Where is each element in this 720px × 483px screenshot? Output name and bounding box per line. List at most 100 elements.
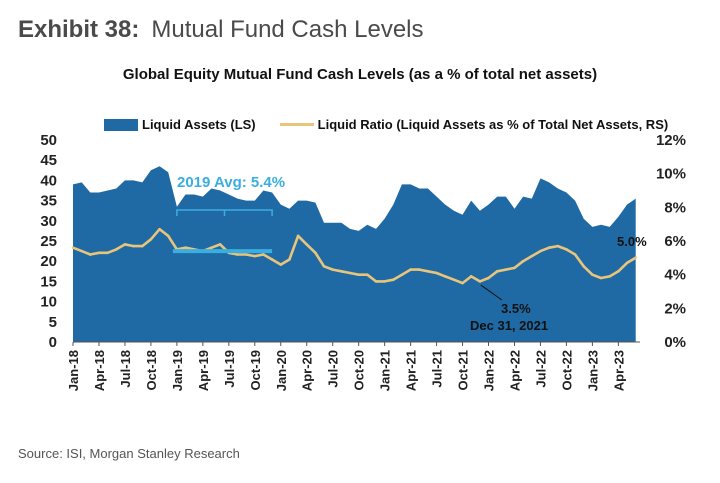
last-value-label: 5.0% (617, 234, 647, 249)
y-right-tick-label: 4% (664, 267, 686, 284)
liquid-ratio-segment (443, 275, 456, 282)
chart-title: Global Equity Mutual Fund Cash Levels (a… (122, 66, 598, 83)
liquid-ratio-segment (591, 273, 603, 280)
liquid-ratio-segment (296, 234, 309, 246)
y-left-tick-label: 5 (49, 314, 57, 331)
y-right-tick-label: 6% (664, 233, 686, 250)
legend-area-swatch (104, 118, 138, 131)
liquid-ratio-segment (115, 243, 127, 251)
x-axis: Jan-18 Apr-18 Jul-18 Oct-18 Jan-19 Apr-19 Jul-… (66, 342, 626, 391)
liquid-ratio-segment (322, 264, 335, 271)
liquid-ratio-segment (417, 268, 430, 273)
liquid-ratio-segment (253, 253, 265, 258)
y-left-tick-label: 40 (40, 172, 57, 189)
low-point-leader (480, 284, 503, 301)
x-tick-label: Oct-18 (144, 350, 159, 390)
liquid-ratio-segment (573, 253, 586, 268)
x-tick-label: Oct-22 (559, 350, 574, 390)
x-tick-label: Jul-19 (222, 350, 237, 388)
liquid-ratio-segment (270, 258, 283, 266)
liquid-ratio-segment (556, 244, 568, 251)
x-tick-label: Apr-23 (611, 350, 626, 391)
liquid-ratio-segment (149, 227, 161, 241)
liquid-ratio-segment (158, 227, 170, 238)
x-tick-label: Apr-19 (196, 350, 211, 391)
legend-line-swatch (279, 123, 314, 126)
liquid-assets-area (73, 166, 636, 342)
x-tick-label: Jan-21 (378, 350, 393, 391)
liquid-ratio-segment (400, 268, 412, 277)
liquid-ratio-segment (288, 234, 300, 261)
plot-area (73, 166, 640, 343)
liquid-ratio-segment (435, 271, 447, 278)
x-tick-label: Jul-18 (118, 350, 133, 388)
liquid-ratio-segment (89, 251, 101, 256)
liquid-ratio-segment (305, 243, 317, 255)
x-tick-label: Apr-20 (300, 350, 315, 391)
legend-area-label: Liquid Assets (LS) (142, 117, 256, 132)
liquid-ratio-segment (478, 276, 490, 283)
liquid-ratio-segment (80, 249, 92, 256)
y-left-tick-label: 20 (40, 253, 57, 270)
exhibit-title: Mutual Fund Cash Levels (151, 16, 424, 43)
x-tick-label: Jul-22 (533, 350, 548, 388)
y-right-tick-label: 0% (664, 334, 686, 351)
liquid-ratio-segment (539, 246, 551, 253)
liquid-ratio-segment (487, 269, 499, 280)
y-left-tick-label: 15 (40, 273, 57, 290)
avg-2019-label: 2019 Avg: 5.4% (177, 174, 285, 191)
exhibit-heading: Exhibit 38: Mutual Fund Cash Levels (18, 16, 424, 44)
liquid-ratio-segment (123, 243, 135, 248)
x-tick-label: Jan-23 (585, 350, 600, 391)
y-left-tick-label: 50 (40, 132, 57, 149)
liquid-ratio-segment (244, 253, 257, 258)
y-right-tick-label: 12% (656, 132, 686, 149)
liquid-ratio-segment (547, 244, 560, 249)
liquid-ratio-segment (314, 251, 326, 268)
liquid-ratio-segment (262, 253, 274, 261)
liquid-ratio-segment (452, 278, 464, 285)
y-left-tick-label: 35 (40, 193, 57, 210)
liquid-ratio-segment (582, 264, 594, 277)
x-tick-label: Jul-20 (326, 350, 341, 388)
liquid-ratio-segment (469, 275, 482, 283)
liquid-ratio-segment (391, 273, 404, 282)
y-axis-left: 0 5 10 15 20 25 30 35 40 45 50 (40, 132, 57, 351)
liquid-ratio-segment (504, 266, 516, 271)
ratio-line-layer (71, 227, 638, 285)
low-value-label: 3.5% (501, 301, 531, 316)
liquid-ratio-segment (625, 256, 638, 265)
liquid-ratio-segment (608, 269, 620, 278)
liquid-ratio-segment (617, 261, 629, 273)
liquid-ratio-segment (530, 249, 542, 258)
liquid-ratio-segment (426, 269, 438, 275)
liquid-ratio-segment (383, 278, 395, 283)
liquid-ratio-segment (461, 275, 473, 285)
chart-legend: Liquid Assets (LS) Liquid Ratio (Liquid … (104, 117, 668, 132)
liquid-ratio-segment (166, 234, 179, 251)
liquid-ratio-segment (340, 269, 352, 275)
liquid-ratio-segment (565, 248, 577, 256)
x-tick-label: Oct-21 (456, 350, 471, 390)
x-tick-label: Apr-21 (404, 350, 419, 391)
x-tick-label: Jan-19 (170, 350, 185, 391)
y-left-tick-label: 25 (40, 233, 57, 250)
avg-2019-bracket (176, 209, 273, 216)
liquid-ratio-segment (348, 271, 361, 277)
x-tick-label: Oct-19 (248, 350, 263, 390)
liquid-ratio-segment (365, 273, 378, 283)
x-tick-label: Apr-22 (507, 350, 522, 391)
liquid-ratio-segment (279, 258, 291, 266)
y-left-tick-label: 0 (49, 334, 57, 351)
liquid-ratio-segment (599, 275, 612, 280)
legend-line-label: Liquid Ratio (Liquid Assets as % of Tota… (317, 117, 669, 132)
y-left-tick-label: 30 (40, 213, 57, 230)
source-note: Source: ISI, Morgan Stanley Research (18, 446, 240, 461)
annotation-layer: 2019 Avg: 5.4% 3.5% Dec 31, 2021 5.0% (172, 174, 647, 333)
y-right-tick-label: 8% (664, 199, 686, 216)
liquid-ratio-segment (71, 246, 83, 253)
x-tick-label: Jan-18 (66, 350, 81, 391)
x-tick-label: Jul-21 (430, 350, 445, 388)
exhibit-number: Exhibit 38: (18, 16, 140, 43)
